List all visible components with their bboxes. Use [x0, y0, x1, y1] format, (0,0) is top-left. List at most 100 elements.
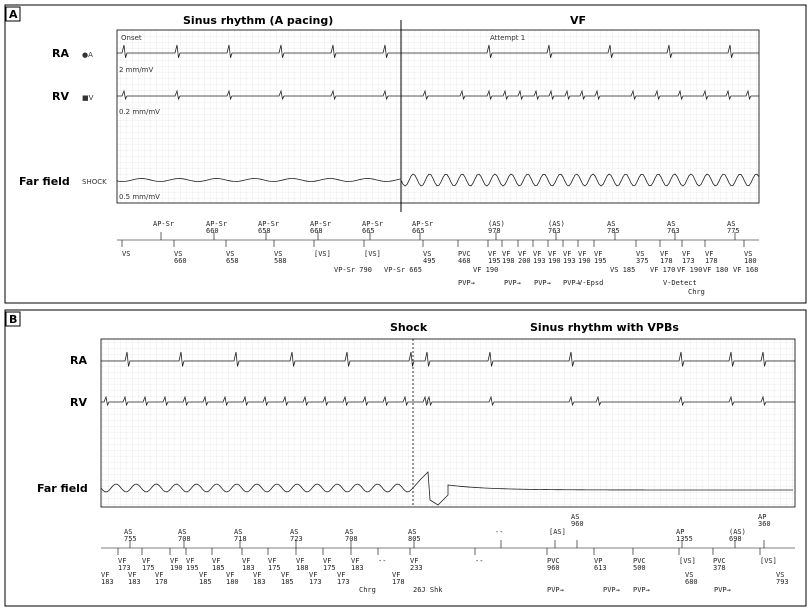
panel-b-ventricular-marker-label: [VS] — [679, 557, 696, 565]
panel-b-tag: B — [9, 313, 17, 326]
panel-b-lower-marker-value: 180 — [226, 578, 239, 586]
panel-b-title-shock: Shock — [390, 321, 428, 334]
panel-a-atrial-marker-value: 775 — [727, 227, 740, 235]
panel-a-ventricular-marker-value: 193 — [533, 257, 546, 265]
panel-b-atrial-marker-label: AS — [571, 513, 579, 521]
panel-a-traces — [116, 44, 760, 187]
panel-b-atrial-marker-label: AS — [124, 528, 132, 536]
panel-b-ff-label: Far field — [37, 482, 88, 495]
panel-b-ventricular-marker-value: 195 — [186, 564, 199, 572]
panel-b-ventricular-marker-value: 183 — [351, 564, 364, 572]
panel-a-ra-marker: ●A — [82, 51, 93, 59]
panel-a-lower-marker: VS 185 — [610, 266, 635, 274]
panel-b-ventricular-marker-label: -- — [475, 557, 483, 565]
panel-a-ventricular-marker-label: VF — [563, 250, 571, 258]
panel-a-attempt-label: Attempt 1 — [490, 34, 525, 42]
panel-a-ventricular-marker-value: 375 — [636, 257, 649, 265]
panel-a-atrial-marker-label: (AS) — [488, 220, 505, 228]
panel-a-ventricular-marker-label: [VS] — [364, 250, 381, 258]
panel-a-atrial-marker-label: AP-Sr — [258, 220, 279, 228]
panel-a-ff-marker: SHOCK — [82, 178, 107, 186]
panel-b-lower-marker-label: VF — [155, 571, 163, 579]
panel-a-ventricular-marker-label: VS — [636, 250, 644, 258]
panel-a-ventricular-marker-label: VS — [423, 250, 431, 258]
panel-b-atrial-marker-label: AS — [234, 528, 242, 536]
panel-a-ventricular-marker-value: 660 — [174, 257, 187, 265]
panel-b-ventricular-marker-value: 378 — [713, 564, 726, 572]
panel-b-atrial-marker-label: AP — [676, 528, 684, 536]
panel-a-ventricular-marker-value: 190 — [578, 257, 591, 265]
panel-b-ventricular-marker-value: 960 — [547, 564, 560, 572]
panel-b-ventricular-marker-label: VF — [351, 557, 359, 565]
panel-b-atrial-marker-label: -- — [495, 528, 503, 536]
panel-a-tag-box — [5, 6, 21, 22]
panel-b-ventricular-marker-label: VF — [142, 557, 150, 565]
panel-b-rv-trace — [101, 395, 795, 407]
panel-b-lower-marker-value: 793 — [776, 578, 789, 586]
panel-a-ventricular-marker-label: VS — [744, 250, 752, 258]
panel-a-ventricular-marker-value: 178 — [660, 257, 673, 265]
panel-b-ventricular-marker-label: PVC — [547, 557, 560, 565]
panel-a-atrial-marker-value: 665 — [362, 227, 375, 235]
panel-a-ventricular-marker-value: 193 — [563, 257, 576, 265]
panel-b-bottom-marker: PVP→ — [714, 586, 731, 594]
panel-a-ventricular-marker-value: 200 — [518, 257, 531, 265]
panel-a-ventricular-marker-value: 588 — [274, 257, 287, 265]
panel-a-ventricular-marker-label: VF — [705, 250, 713, 258]
panel-a-far-field-trace — [116, 173, 760, 187]
panel-b-atrial-marker-value: 960 — [571, 520, 584, 528]
panel-b-ra-trace — [101, 351, 795, 367]
panel-b-far-field-trace — [100, 471, 793, 506]
panel-a-marker-channel: AP-Sr AP-Sr660AP-Sr658AP-Sr668AP-Sr665AP-… — [121, 220, 758, 296]
panel-b-bottom-marker: PVP→ — [547, 586, 564, 594]
panel-a-atrial-marker-value: 978 — [488, 227, 501, 235]
panel-a-bottom-marker: PVP→ — [563, 279, 580, 287]
panel-b-lower-marker-label: VF — [226, 571, 234, 579]
panel-a-onset-label: Onset — [121, 34, 142, 42]
panel-a-atrial-marker-label: AP-Sr — [362, 220, 383, 228]
panel-a-atrial-marker-label: (AS) — [548, 220, 565, 228]
panel-b-lower-marker-label: VF — [101, 571, 109, 579]
panel-a-atrial-marker-label: AP-Sr — [153, 220, 174, 228]
panel-a-bottom-marker: Chrg — [688, 288, 705, 296]
panel-a-atrial-marker-value: 665 — [412, 227, 425, 235]
panel-a-ventricular-marker-value: 198 — [502, 257, 515, 265]
panel-a-atrial-marker-label: AP-Sr — [412, 220, 433, 228]
panel-a-bottom-marker: V-Epsd — [578, 279, 603, 287]
panel-a-ventricular-marker-value: 190 — [548, 257, 561, 265]
panel-a-ventricular-marker-label: VF — [502, 250, 510, 258]
panel-a-title-left: Sinus rhythm (A pacing) — [183, 14, 333, 27]
panel-a-rv-marker: ■V — [82, 94, 94, 102]
panel-a-ventricular-marker-value: 180 — [744, 257, 757, 265]
panel-a-ff-label: Far field — [19, 175, 70, 188]
panel-a-ventricular-marker-label: VF — [594, 250, 602, 258]
panel-a-lower-marker: VF 168 — [733, 266, 758, 274]
panel-b-atrial-marker-label: AS — [408, 528, 416, 536]
panel-a-lower-marker: VP-Sr 665 — [384, 266, 422, 274]
panel-b-atrial-marker-value: 1355 — [676, 535, 693, 543]
panel-a-ventricular-marker-value: 173 — [682, 257, 695, 265]
panel-a-ventricular-marker-value: 178 — [705, 257, 718, 265]
panel-b-lower-marker-value: 183 — [101, 578, 114, 586]
panel-a-ventricular-marker-label: VS — [274, 250, 282, 258]
panel-b-lower-marker-value: 173 — [337, 578, 350, 586]
panel-a-atrial-marker-label: AP-Sr — [310, 220, 331, 228]
panel-b-ventricular-marker-value: 613 — [594, 564, 607, 572]
panel-a-atrial-marker-value: 785 — [607, 227, 620, 235]
panel-a-grid — [116, 29, 760, 204]
panel-a-ventricular-marker-label: VF — [488, 250, 496, 258]
panel-b-atrial-marker-value: 708 — [178, 535, 191, 543]
panel-b-rv-label: RV — [70, 396, 87, 409]
panel-a-bottom-marker: PVP→ — [458, 279, 475, 287]
panel-a-atrial-marker-value: 658 — [258, 227, 271, 235]
panel-a-ventricular-marker-value: 468 — [458, 257, 471, 265]
panel-b-title-right: Sinus rhythm with VPBs — [530, 321, 679, 334]
panel-b-lower-marker-value: 178 — [392, 578, 405, 586]
panel-b-atrial-marker-value: 755 — [124, 535, 137, 543]
panel-b-lower-marker-value: 185 — [199, 578, 212, 586]
panel-a-ra-label: RA — [52, 47, 69, 60]
panel-b-atrial-marker-value: 698 — [729, 535, 742, 543]
panel-b-lower-marker-value: 185 — [281, 578, 294, 586]
